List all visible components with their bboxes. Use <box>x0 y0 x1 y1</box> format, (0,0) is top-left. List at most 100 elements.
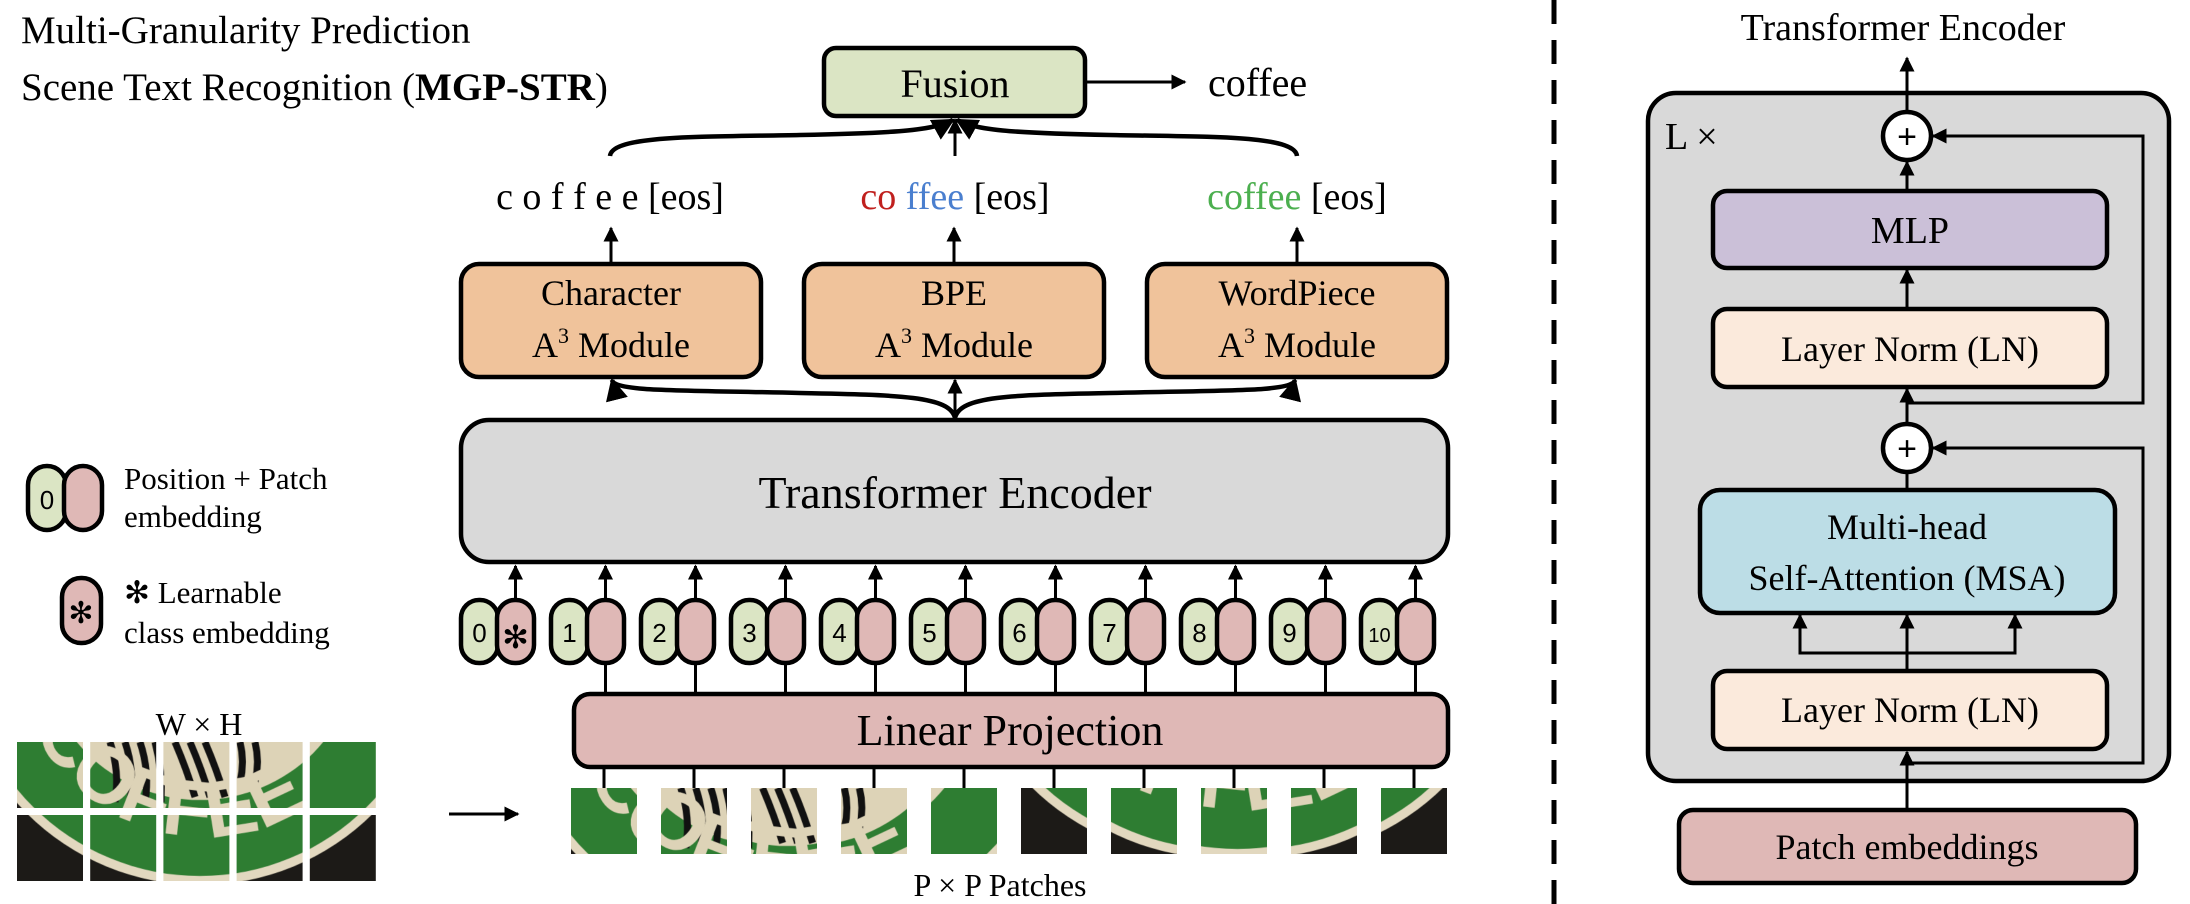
module-name: Character <box>541 273 681 313</box>
image-patch <box>751 788 817 854</box>
image-patch <box>1111 788 1177 854</box>
image-tile <box>309 742 376 808</box>
patch-embedding-token <box>854 597 897 666</box>
legend-class-capsule <box>59 575 104 646</box>
image-patch <box>931 788 997 854</box>
transformer-encoder-box <box>458 417 1451 565</box>
msa-label-line2: Self-Attention (MSA) <box>1749 558 2066 598</box>
position-index: 10 <box>1368 625 1390 647</box>
add-icon-bottom: + <box>1897 430 1917 468</box>
input-image <box>17 742 376 881</box>
legend-class-symbol: ✻ <box>68 597 93 630</box>
patch-embedding-token <box>944 597 987 666</box>
fusion-output: coffee <box>1208 60 1307 105</box>
module-name: WordPiece <box>1218 273 1375 313</box>
patch-embedding-token <box>584 597 627 666</box>
patch-embedding-token <box>1394 597 1437 666</box>
image-tile <box>17 815 83 881</box>
position-index: 5 <box>922 618 936 648</box>
msa-label-line1: Multi-head <box>1827 507 1987 547</box>
detail-title: Transformer Encoder <box>1741 7 2066 49</box>
add-circle-bottom <box>1880 421 1934 475</box>
module-box <box>1144 261 1450 380</box>
image-tile <box>90 815 157 881</box>
position-index: 4 <box>832 618 846 648</box>
patch-embedding-token <box>1214 597 1257 666</box>
layer-norm-bottom-label: Layer Norm (LN) <box>1781 690 2039 730</box>
mlp-label: MLP <box>1871 210 1949 252</box>
image-patch <box>1291 788 1357 854</box>
image-patch <box>1021 788 1087 854</box>
layer-norm-bottom-box <box>1710 668 2110 752</box>
residual-connection-bottom <box>1907 440 2145 765</box>
wordpiece-prediction: coffee [eos] <box>1207 176 1387 218</box>
linear-projection-box <box>571 691 1451 770</box>
legend-position-symbol: 0 <box>40 485 54 515</box>
patch-embedding-token <box>1304 597 1347 666</box>
position-index: 2 <box>652 618 666 648</box>
patch-embeddings-box <box>1676 807 2139 886</box>
patch-embedding-token <box>764 597 807 666</box>
position-index: 3 <box>742 618 756 648</box>
image-patch <box>1201 788 1267 854</box>
module-type: A3 Module <box>875 323 1033 365</box>
patch-embeddings-label: Patch embeddings <box>1776 827 2039 867</box>
legend-patch-capsule <box>61 463 105 533</box>
title-line1: Multi-Granularity Prediction <box>21 9 471 52</box>
legend-class-line1: ✻ Learnable <box>124 575 282 610</box>
msa-box <box>1697 487 2118 616</box>
image-tile <box>236 742 303 808</box>
legend-class-line2: class embedding <box>124 615 330 650</box>
image-patch <box>571 788 637 854</box>
position-index: 0 <box>472 618 486 648</box>
image-tile <box>309 815 376 881</box>
repeat-label: L × <box>1665 116 1718 158</box>
character-prediction: c o f f e e [eos] <box>496 176 724 218</box>
patches-label: P × P Patches <box>913 867 1086 903</box>
add-icon-top: + <box>1897 118 1917 156</box>
image-patch <box>841 788 907 854</box>
module-box <box>801 261 1107 380</box>
position-index: 9 <box>1282 618 1296 648</box>
encoder-to-wordpiece-curve <box>952 377 1301 419</box>
image-patch <box>1381 788 1447 854</box>
add-circle-top <box>1880 109 1934 163</box>
image-tile <box>163 815 230 881</box>
image-tile <box>236 815 303 881</box>
layer-norm-top-label: Layer Norm (LN) <box>1781 329 2039 369</box>
position-index: 6 <box>1012 618 1026 648</box>
class-embedding-token <box>494 597 537 666</box>
fusion-box <box>821 45 1088 119</box>
encoder-detail-panel: Transformer Encoder L × + + MLP Layer No… <box>1645 7 2172 886</box>
fusion-label: Fusion <box>901 61 1010 106</box>
module-box <box>458 261 764 380</box>
module-type: A3 Module <box>532 323 690 365</box>
image-size-label: W × H <box>156 706 243 742</box>
position-index: 7 <box>1102 618 1116 648</box>
legend-position-line2: embedding <box>124 499 262 534</box>
wordpiece-to-fusion-curve <box>955 118 1300 157</box>
image-patch <box>661 788 727 854</box>
residual-connection-top <box>1907 128 2145 405</box>
patch-embedding-token <box>674 597 717 666</box>
position-index: 1 <box>562 618 576 648</box>
module-type: A3 Module <box>1218 323 1376 365</box>
legend: 0 Position + Patch embedding ✻ ✻ Learnab… <box>25 461 330 650</box>
transformer-encoder-label: Transformer Encoder <box>758 467 1151 518</box>
module-name: BPE <box>921 273 987 313</box>
char-to-fusion-curve <box>607 118 955 157</box>
image-tile <box>17 742 83 808</box>
patch-embedding-token <box>1034 597 1077 666</box>
title-line2: Scene Text Recognition (MGP-STR) <box>21 66 608 109</box>
position-index: 8 <box>1192 618 1206 648</box>
encoder-to-char-curve <box>606 377 958 419</box>
linear-projection-label: Linear Projection <box>857 706 1164 755</box>
class-token-symbol: ✻ <box>502 619 529 655</box>
patch-embedding-token <box>1124 597 1167 666</box>
mlp-box <box>1710 188 2110 271</box>
image-tile <box>163 742 230 808</box>
layer-norm-top-box <box>1710 306 2110 390</box>
bpe-prediction: co ffee [eos] <box>860 176 1049 218</box>
image-tile <box>90 742 157 808</box>
